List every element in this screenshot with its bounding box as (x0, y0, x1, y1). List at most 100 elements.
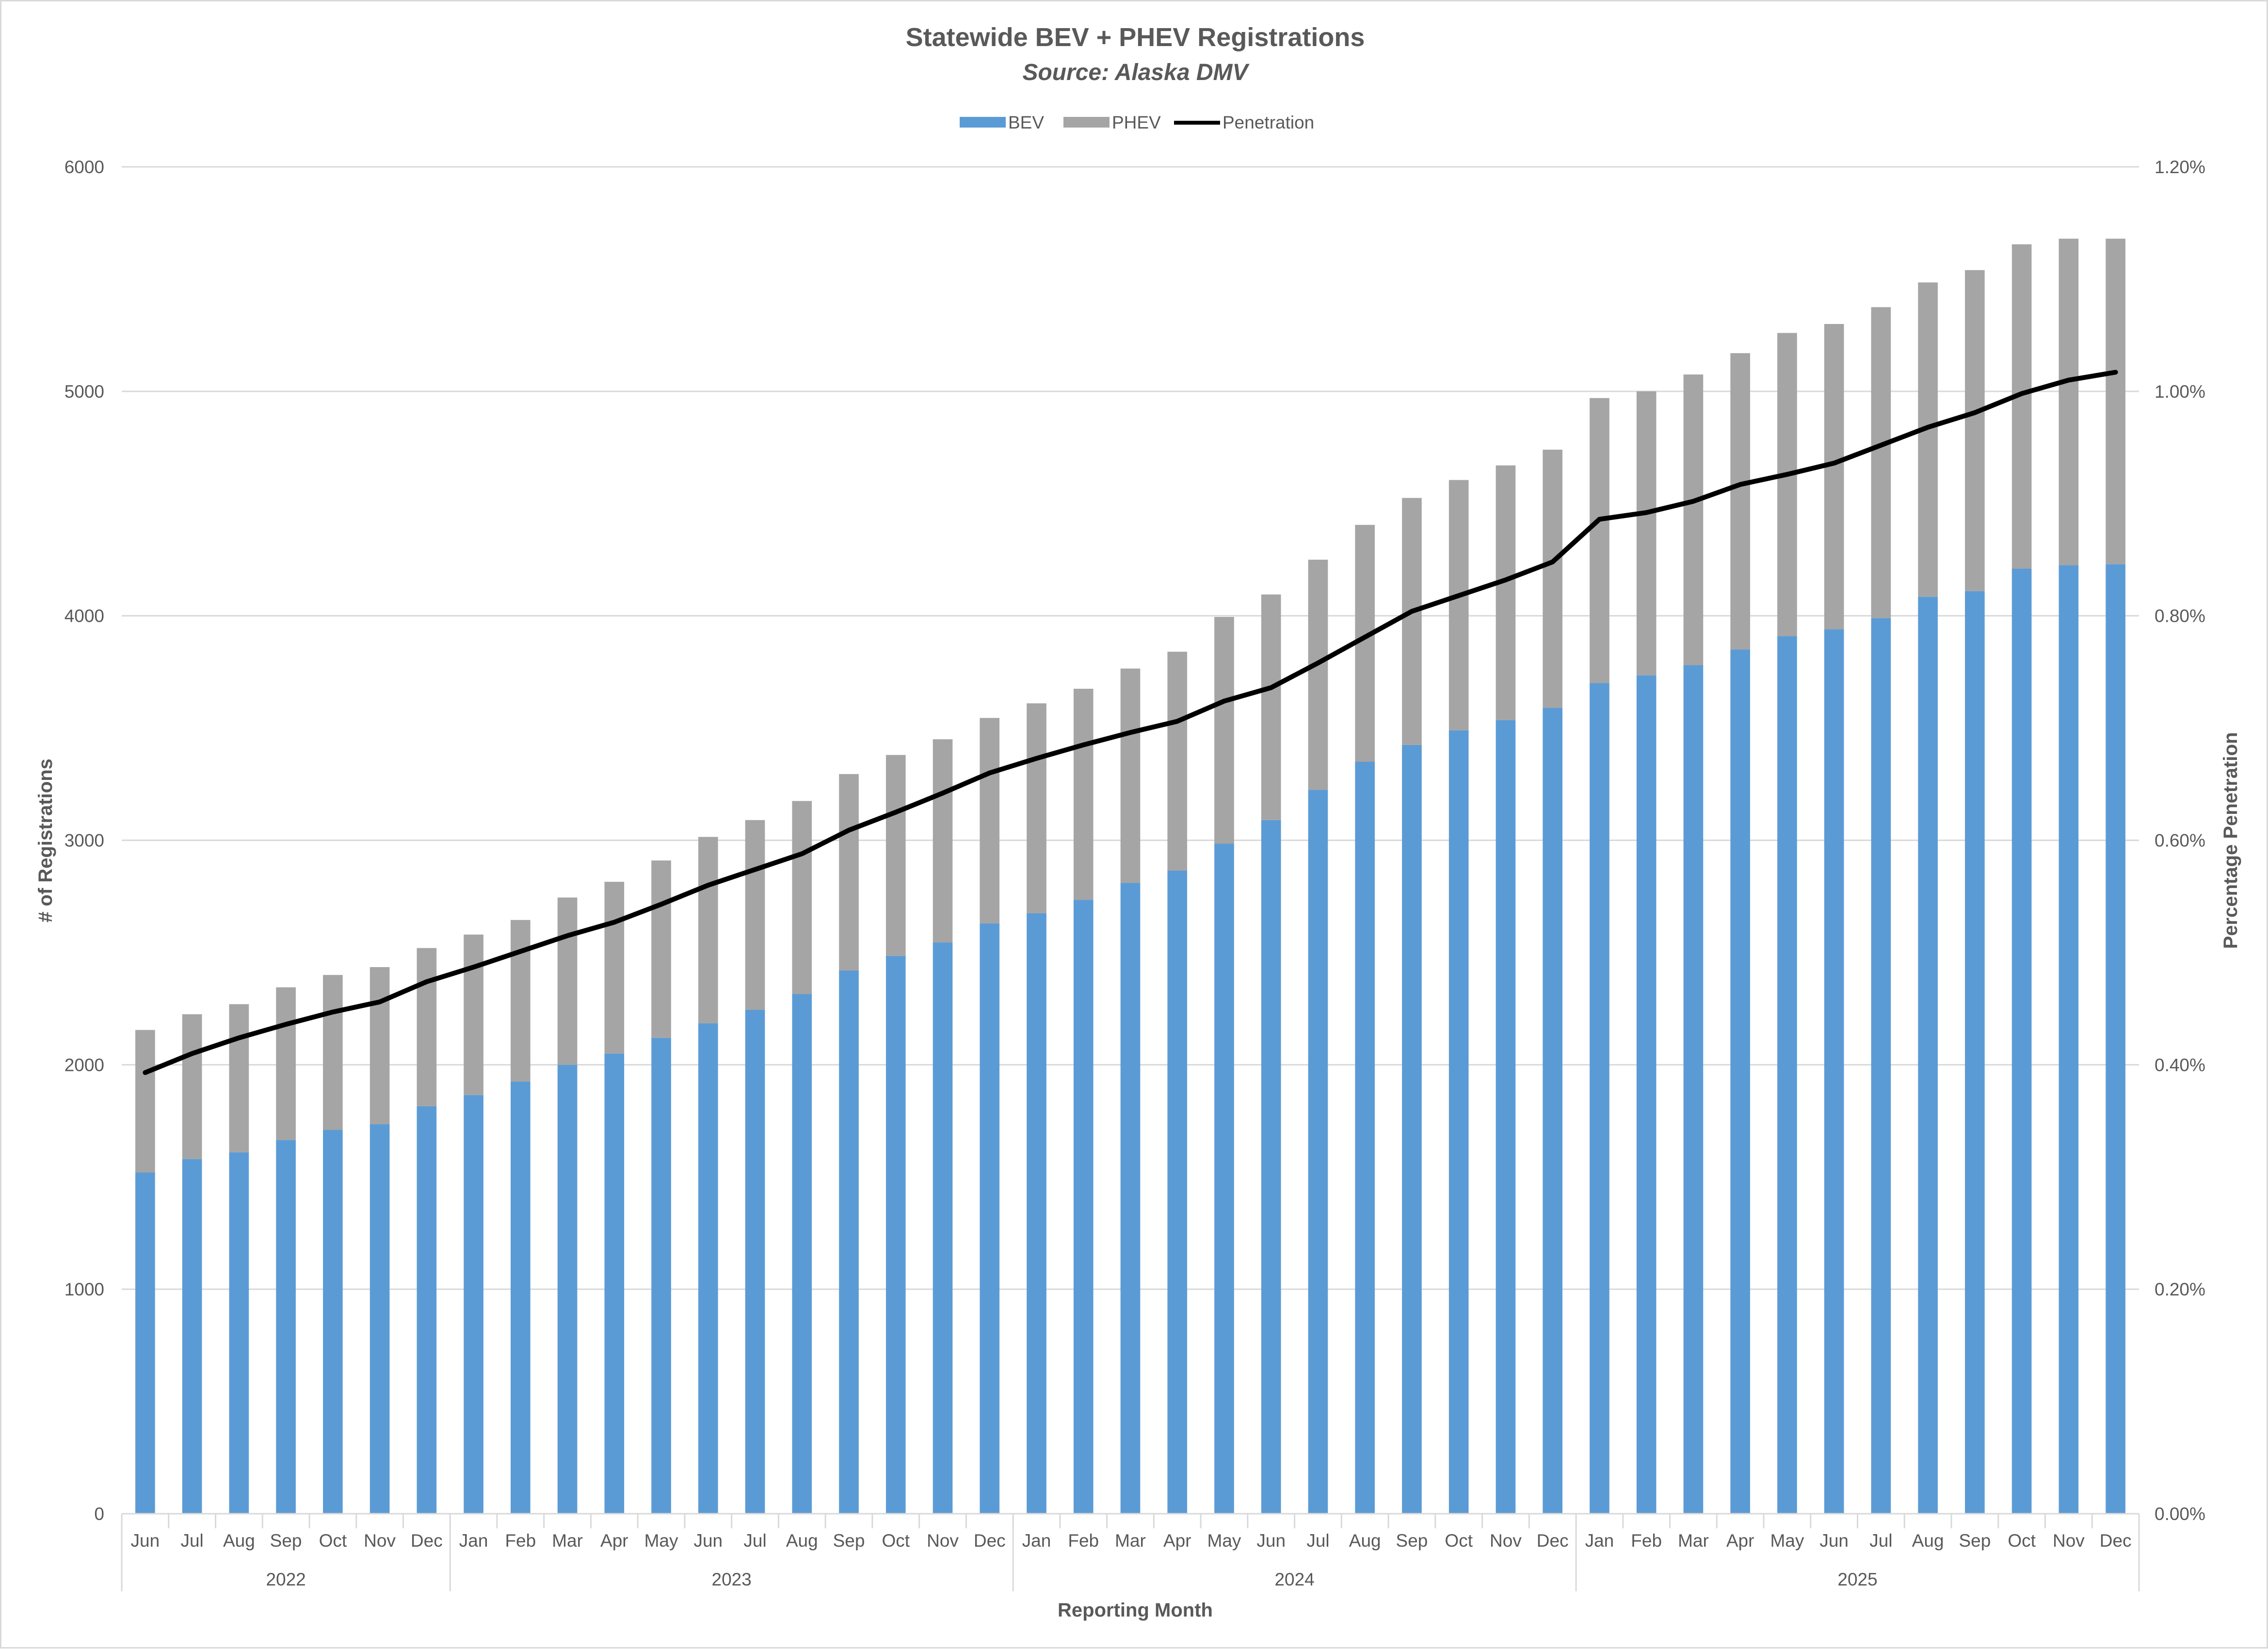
month-label: May (1207, 1531, 1241, 1551)
bar-phev (417, 948, 437, 1106)
month-label: Nov (364, 1531, 396, 1551)
bar-phev (1636, 391, 1657, 676)
bar-bev (792, 994, 812, 1514)
month-label: Jul (743, 1531, 766, 1551)
y2-axis-title: Percentage Penetration (2220, 732, 2241, 949)
month-label: Oct (319, 1531, 347, 1551)
month-label: Nov (927, 1531, 959, 1551)
bar-bev (980, 923, 1000, 1514)
chart-title: Statewide BEV + PHEV Registrations (906, 23, 1365, 52)
bar-bev (745, 1009, 765, 1514)
month-label: May (1770, 1531, 1804, 1551)
y2-tick-label: 0.20% (2155, 1279, 2205, 1299)
penetration-line (143, 370, 2118, 1075)
month-label: Jun (1819, 1531, 1849, 1551)
bar-bev (417, 1106, 437, 1514)
bar-bev (323, 1130, 343, 1514)
month-label: Jan (459, 1531, 488, 1551)
bar-bev (1590, 683, 1609, 1514)
y2-tick-label: 1.00% (2155, 382, 2205, 402)
y-tick-label: 1000 (64, 1279, 104, 1299)
bar-bev (1777, 636, 1797, 1514)
bar-bev (604, 1053, 625, 1514)
month-label: Nov (2053, 1531, 2085, 1551)
month-label: Dec (974, 1531, 1006, 1551)
month-label: Dec (1537, 1531, 1569, 1551)
bar-phev (1543, 450, 1563, 708)
bar-phev (1683, 374, 1704, 665)
bar-bev (182, 1159, 202, 1514)
y-axis-ticks: 0 1000 2000 3000 4000 5000 6000 (64, 157, 104, 1524)
bar-phev (698, 837, 718, 1023)
bar-phev (1073, 689, 1094, 900)
bar-phev (1590, 398, 1609, 683)
month-label: Dec (2100, 1531, 2132, 1551)
bar-bev (135, 1172, 155, 1514)
y2-tick-label: 1.20% (2155, 157, 2205, 177)
bar-phev (604, 882, 625, 1054)
bar-phev (370, 967, 390, 1124)
bar-phev (1261, 594, 1281, 820)
bar-bev (2059, 565, 2079, 1514)
month-label: Apr (1163, 1531, 1191, 1551)
bar-phev (651, 860, 671, 1038)
bar-bev (1308, 790, 1328, 1514)
bar-bev (1120, 883, 1141, 1514)
month-label: Oct (1445, 1531, 1473, 1551)
month-label: Feb (505, 1531, 536, 1551)
month-label: Nov (1490, 1531, 1522, 1551)
bar-bev (933, 942, 953, 1514)
month-label: Jul (180, 1531, 203, 1551)
x-axis: Jun Jul Aug Sep Oct Nov Dec Jan Feb Mar Apr May Jun J… (121, 1513, 2140, 1591)
month-label: Jan (1022, 1531, 1051, 1551)
y2-axis-ticks: 0.00% 0.20% 0.40% 0.60% 0.80% 1.00% 1.20% (2155, 157, 2205, 1524)
bar-bev (1073, 900, 1094, 1514)
bar-bev (1027, 913, 1046, 1514)
bar-bev (1871, 618, 1891, 1514)
bar-phev (745, 820, 765, 1010)
y-tick-label: 3000 (64, 831, 104, 851)
month-label: Jul (1306, 1531, 1329, 1551)
month-label: Dec (411, 1531, 443, 1551)
month-label: Sep (1396, 1531, 1428, 1551)
legend-swatch-bev (960, 117, 1006, 128)
year-label: 2022 (266, 1569, 306, 1589)
bars (135, 239, 2125, 1514)
y2-tick-label: 0.60% (2155, 831, 2205, 851)
bar-bev (1402, 744, 1422, 1514)
bar-phev (323, 975, 343, 1130)
year-label: 2024 (1274, 1569, 1314, 1589)
month-label: Jun (1256, 1531, 1286, 1551)
legend-label-phev: PHEV (1112, 113, 1161, 132)
bar-phev (511, 920, 531, 1082)
bar-bev (2106, 564, 2125, 1514)
month-label: Mar (1115, 1531, 1146, 1551)
chart-subtitle: Source: Alaska DMV (1022, 60, 1250, 85)
bar-phev (885, 755, 906, 956)
y-tick-label: 2000 (64, 1055, 104, 1075)
bar-phev (1730, 353, 1750, 650)
month-label: Sep (1959, 1531, 1991, 1551)
legend-swatch-phev (1063, 117, 1110, 128)
month-label: Sep (833, 1531, 865, 1551)
month-label: Aug (1349, 1531, 1381, 1551)
bar-phev (1308, 559, 1328, 790)
month-label: Oct (882, 1531, 910, 1551)
month-label: May (644, 1531, 678, 1551)
bar-phev (1120, 668, 1141, 883)
bar-bev (1448, 730, 1469, 1514)
month-label: Mar (552, 1531, 583, 1551)
month-label: Jan (1585, 1531, 1614, 1551)
bar-phev (1214, 616, 1234, 844)
bar-phev (135, 1030, 155, 1173)
bar-phev (792, 801, 812, 994)
month-label: Feb (1068, 1531, 1099, 1551)
bar-bev (1261, 820, 1281, 1514)
bar-phev (839, 774, 859, 971)
month-label: Jun (131, 1531, 160, 1551)
bar-bev (1355, 761, 1375, 1514)
bar-phev (557, 897, 578, 1065)
bar-bev (557, 1065, 578, 1514)
bar-bev (1636, 675, 1657, 1514)
